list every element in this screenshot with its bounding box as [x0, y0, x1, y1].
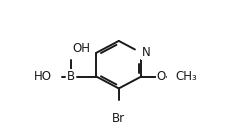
- Text: O: O: [156, 70, 166, 83]
- Text: B: B: [67, 70, 75, 83]
- Text: HO: HO: [34, 70, 52, 83]
- Text: Br: Br: [112, 112, 125, 124]
- Text: OH: OH: [72, 42, 90, 55]
- Text: CH₃: CH₃: [175, 70, 197, 83]
- Text: N: N: [142, 46, 151, 59]
